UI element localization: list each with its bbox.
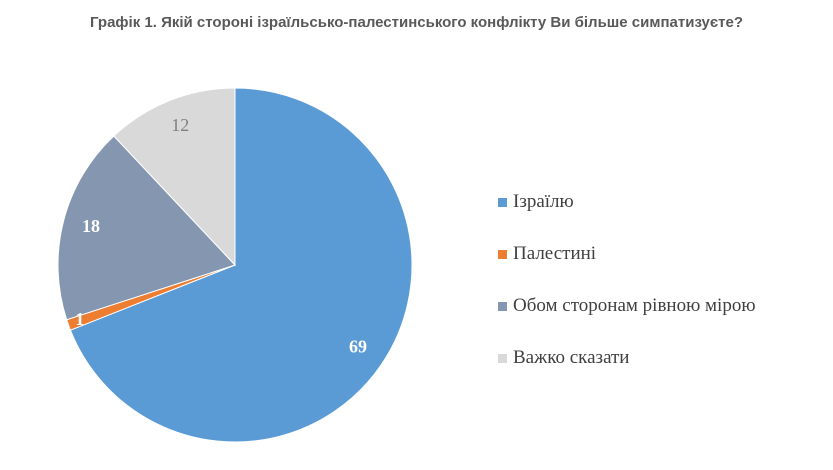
legend-swatch: [498, 301, 507, 311]
legend-item-palestine: Палестині: [498, 240, 756, 268]
legend-swatch: [498, 353, 507, 363]
pie-slice-both-sides: [57, 135, 236, 321]
chart-title: Графік 1. Якій стороні ізраїльсько-палес…: [89, 14, 743, 31]
legend-item-hard-to-say: Важко сказати: [498, 344, 756, 372]
pie-slice-hard-to-say: [113, 87, 236, 267]
pie-slice-israel: [69, 87, 413, 443]
legend-item-both-sides: Обом сторонам рівною мірою: [498, 292, 756, 320]
chart-legend: Ізраїлю Палестині Обом сторонам рівною мір…: [498, 188, 756, 396]
data-label-israel: 69: [349, 337, 367, 357]
legend-label: Ізраїлю: [513, 191, 574, 212]
pie-slices: [57, 87, 413, 443]
data-label-palestine: 1: [75, 309, 84, 329]
legend-label: Важко сказати: [513, 347, 630, 368]
legend-swatch: [498, 249, 507, 259]
pie-data-labels: 69 1 18 12: [75, 115, 367, 357]
legend-label: Обом сторонам рівною мірою: [513, 295, 756, 316]
legend-label: Палестині: [513, 243, 597, 264]
data-label-hard-to-say: 12: [171, 115, 189, 135]
legend-item-israel: Ізраїлю: [498, 188, 756, 216]
legend-swatch: [498, 197, 507, 207]
data-label-both-sides: 18: [82, 216, 100, 236]
